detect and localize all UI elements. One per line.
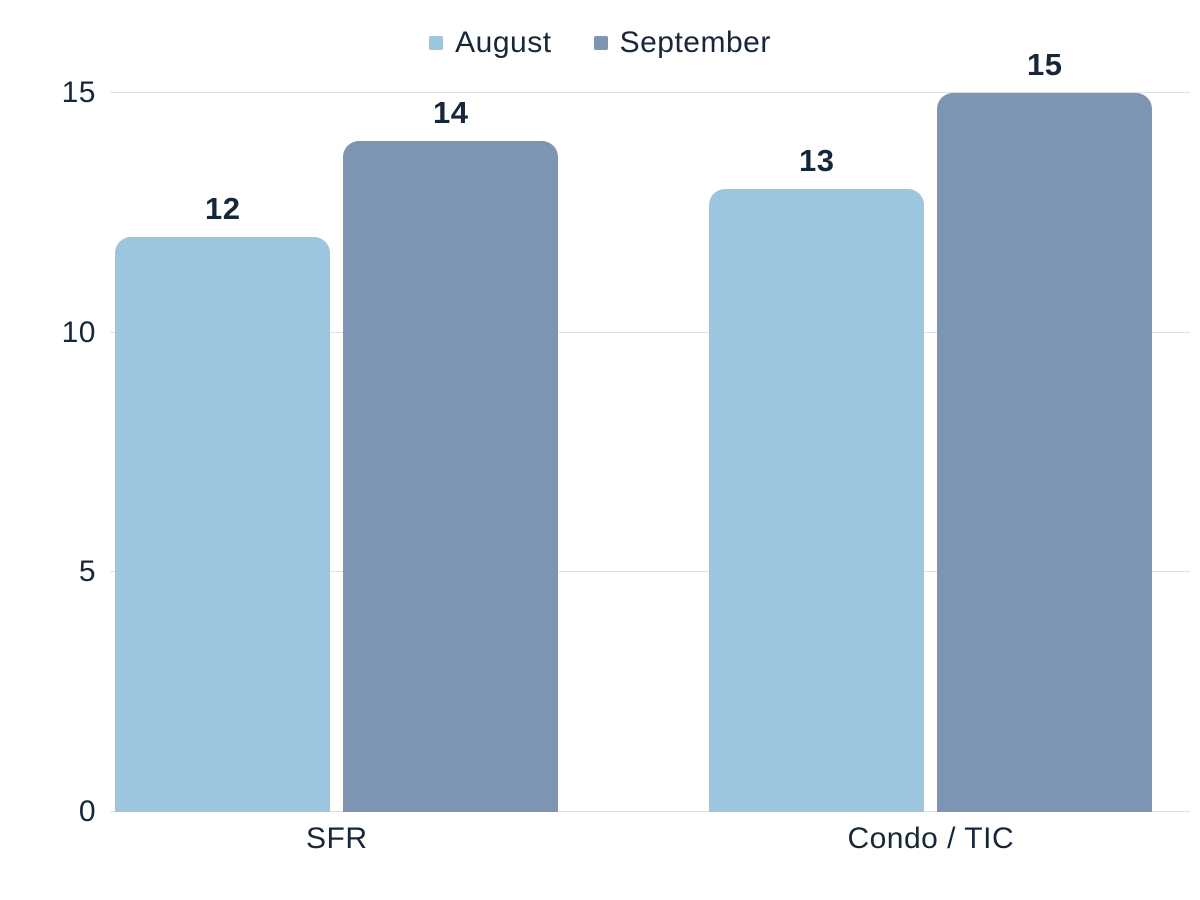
legend-item: September — [593, 26, 771, 60]
gridline — [110, 571, 1190, 573]
y-tick-label: 5 — [78, 555, 96, 589]
gridline — [110, 92, 1190, 93]
bar-value-label: 13 — [799, 142, 835, 178]
x-category-label: Condo / TIC — [847, 822, 1015, 855]
x-axis-labels: SFR Condo / TIC — [110, 822, 1190, 872]
bar — [709, 188, 925, 812]
y-tick-label: 15 — [61, 76, 96, 109]
bar-value-label: 14 — [433, 94, 469, 130]
gridline — [110, 811, 1190, 812]
legend-item: August — [429, 26, 551, 60]
y-axis-labels: 0 5 10 15 — [0, 76, 96, 828]
bar-value-label: 12 — [205, 190, 241, 226]
bar-value-label: 15 — [1027, 47, 1063, 82]
legend-label: August — [455, 26, 552, 59]
legend-swatch-icon — [429, 36, 444, 50]
bar — [343, 140, 559, 812]
bar — [115, 236, 331, 812]
legend: August September — [0, 26, 1200, 60]
legend-label: September — [619, 26, 771, 59]
legend-swatch-icon — [593, 36, 608, 50]
y-tick-label: 10 — [61, 315, 96, 349]
x-category-label: SFR — [306, 822, 368, 855]
gridline — [110, 331, 1190, 333]
plot-area: 12 14 13 15 — [110, 47, 1190, 812]
y-tick-label: 0 — [78, 795, 96, 828]
bar — [937, 93, 1153, 812]
